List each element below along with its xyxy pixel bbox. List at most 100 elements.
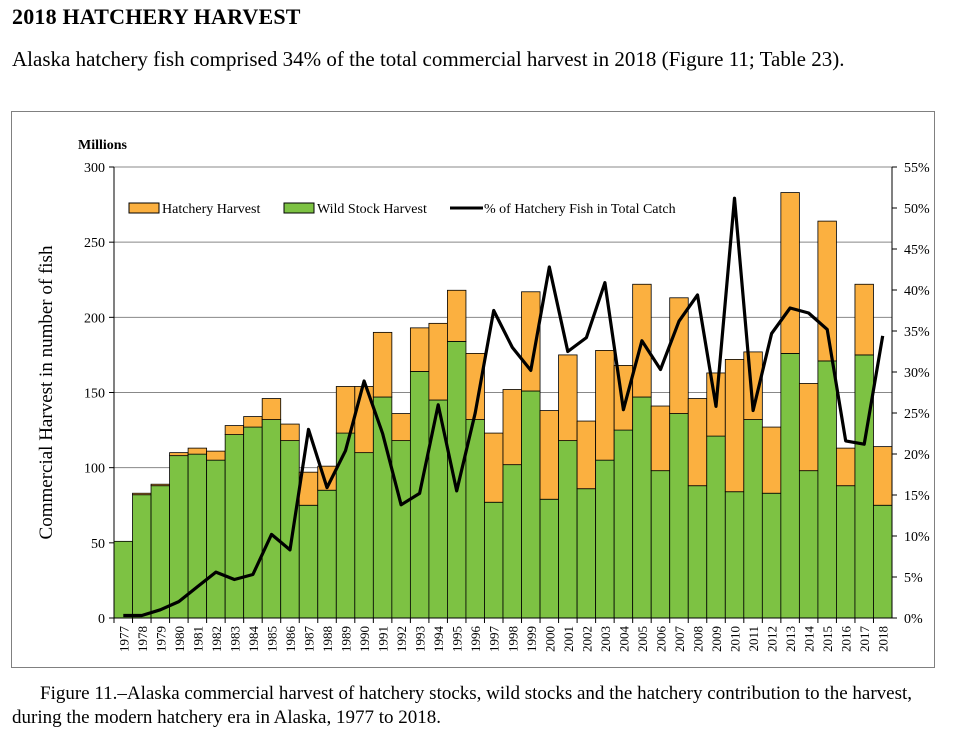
x-tick-label: 1992 (394, 626, 409, 652)
hatchery-bar (595, 350, 615, 461)
y2-tick-label: 10% (904, 530, 930, 545)
x-tick-label: 2018 (876, 626, 891, 652)
y2-tick-label: 5% (904, 571, 923, 586)
wild-bar (521, 390, 541, 619)
hatchery-bar (391, 413, 411, 442)
x-tick-label: 1987 (302, 626, 317, 653)
hatchery-percent-line (123, 196, 885, 618)
hatchery-bar (873, 446, 893, 506)
x-tick-label: 2011 (746, 626, 761, 652)
wild-bar (743, 419, 763, 619)
x-tick-label: 2005 (635, 626, 650, 652)
x-tick-label: 2009 (709, 626, 724, 652)
hatchery-bar (502, 389, 522, 466)
wild-bar (632, 396, 652, 619)
wild-bar (484, 501, 504, 619)
y2-tick-label: 40% (904, 284, 930, 299)
wild-bar (224, 434, 245, 619)
x-tick-label: 1985 (264, 626, 279, 652)
wild-bar (687, 485, 708, 619)
wild-bar (298, 504, 319, 619)
wild-bar (576, 488, 597, 619)
x-tick-label: 2007 (672, 626, 687, 653)
x-tick-label: 1999 (524, 626, 539, 652)
wild-bar (798, 470, 819, 619)
hatchery-bar (650, 405, 671, 472)
x-tick-label: 2001 (561, 626, 576, 652)
x-tick-label: 1990 (357, 626, 372, 652)
hatchery-bar (761, 426, 782, 494)
x-tick-label: 1997 (487, 626, 502, 653)
legend-hatchery-label: Hatchery Harvest (162, 202, 260, 217)
x-tick-label: 2004 (616, 626, 631, 653)
wild-bar (817, 360, 837, 619)
wild-bar (206, 459, 226, 619)
x-tick-label: 2017 (857, 626, 872, 653)
hatchery-bar (724, 359, 745, 493)
hatchery-bar (576, 420, 597, 490)
x-tick-label: 1986 (283, 626, 298, 653)
x-tick-label: 1995 (450, 626, 465, 652)
x-tick-label: 2000 (542, 626, 557, 652)
section-heading: 2018 HATCHERY HARVEST (12, 4, 301, 29)
wild-bar (724, 491, 745, 619)
hatchery-bar (836, 447, 856, 487)
y2-tick-label: 25% (904, 407, 930, 422)
wild-bar (465, 419, 485, 619)
y-tick-label: 250 (84, 236, 105, 251)
wild-bar (669, 413, 689, 619)
hatchery-bar (854, 283, 874, 356)
x-tick-label: 2010 (728, 626, 743, 652)
hatchery-bar (817, 220, 837, 362)
legend-hatchery-swatch (128, 202, 160, 214)
y-tick-label: 100 (84, 462, 105, 477)
legend-wild-swatch (283, 202, 315, 214)
legend-line-label: % of Hatchery Fish in Total Catch (484, 202, 676, 217)
x-tick-label: 1984 (246, 626, 261, 653)
wild-bar (836, 485, 856, 619)
y-tick-label: 50 (91, 537, 105, 552)
axes (109, 166, 897, 623)
x-tick-label: 2016 (839, 626, 854, 653)
hatchery-bar (132, 492, 152, 496)
x-tick-label: 1991 (376, 626, 391, 652)
y-tick-label: 0 (98, 612, 105, 627)
hatchery-bar (798, 383, 819, 472)
wild-bar (873, 504, 893, 619)
x-tick-label: 1993 (413, 626, 428, 652)
y-axis-label: Commercial Harvest in number of fish (36, 245, 57, 539)
y-tick-label: 150 (84, 387, 105, 402)
x-tick-label: 2008 (691, 626, 706, 652)
wild-bar (502, 464, 522, 619)
hatchery-bar (669, 297, 689, 414)
y2-tick-label: 55% (904, 161, 930, 176)
wild-bar (558, 440, 578, 619)
wild-bar (447, 340, 467, 619)
hatchery-bar (780, 192, 800, 354)
wild-bar (706, 435, 726, 619)
y2-tick-label: 35% (904, 325, 930, 340)
wild-bar (539, 498, 559, 619)
intro-paragraph: Alaska hatchery fish comprised 34% of th… (12, 47, 845, 71)
bars (113, 192, 893, 619)
x-tick-label: 1979 (153, 626, 168, 652)
hatchery-bar (484, 432, 504, 503)
legend: Hatchery Harvest Wild Stock Harvest % of H… (128, 202, 676, 217)
wild-bar (113, 540, 133, 619)
wild-bar (169, 455, 189, 619)
x-tick-label: 1977 (116, 626, 131, 653)
wild-bar (761, 492, 782, 619)
wild-bar (780, 353, 800, 619)
x-tick-label: 2015 (820, 626, 835, 652)
y2-tick-label: 15% (904, 489, 930, 504)
wild-bar (132, 494, 152, 619)
x-tick-label: 2006 (653, 626, 668, 653)
wild-bar (261, 419, 282, 619)
hatchery-bar (409, 327, 430, 372)
x-tick-label: 1978 (135, 626, 150, 652)
x-tick-label: 1998 (505, 626, 520, 652)
hatchery-bar (539, 410, 559, 500)
wild-bar (317, 489, 337, 619)
y2-tick-label: 20% (904, 448, 930, 463)
x-tick-label: 1989 (339, 626, 354, 652)
